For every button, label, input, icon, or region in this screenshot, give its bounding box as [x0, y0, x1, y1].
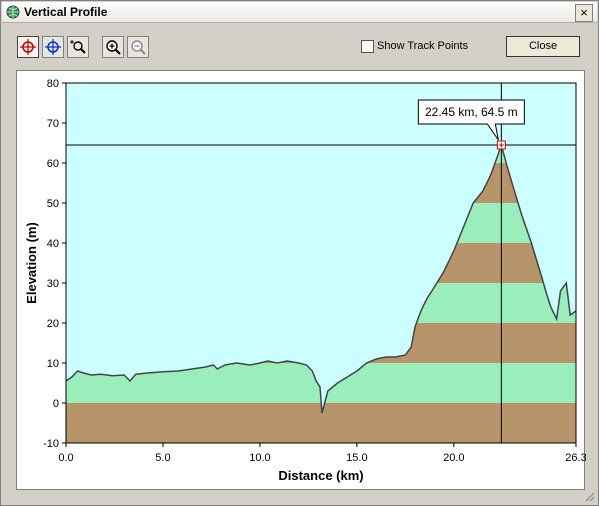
- resize-grip-icon[interactable]: [583, 490, 595, 502]
- y-tick-label: -10: [43, 438, 59, 450]
- y-tick-label: 10: [47, 358, 59, 370]
- title-bar[interactable]: Vertical Profile ×: [2, 2, 597, 23]
- crosshair-red-icon: [20, 39, 36, 55]
- y-tick-label: 50: [47, 198, 59, 210]
- elevation-profile-chart[interactable]: -10 0 10 20 30 40 50 60 70 80 0.0 5.0 10.0 15.0 20.0 26…: [17, 71, 586, 491]
- zoom-out-icon: [131, 40, 146, 55]
- zoom-region-icon: [70, 40, 86, 54]
- x-tick-label: 0.0: [58, 452, 73, 464]
- crosshair-blue-icon: [45, 39, 61, 55]
- zoom-in-button[interactable]: [102, 36, 124, 58]
- crosshair-red-tool-button[interactable]: [17, 36, 39, 58]
- show-track-points-checkbox[interactable]: [361, 40, 374, 53]
- y-tick-label: 40: [47, 238, 59, 250]
- x-tick-label: 20.0: [443, 452, 464, 464]
- app-globe-icon: [6, 5, 20, 19]
- show-track-points-label: Show Track Points: [377, 40, 469, 52]
- y-axis-label: Elevation (m): [24, 222, 39, 304]
- close-button[interactable]: Close: [506, 36, 580, 57]
- x-tick-label: 10.0: [249, 452, 270, 464]
- x-tick-label: 15.0: [346, 452, 367, 464]
- y-tick-label: 30: [47, 278, 59, 290]
- window-close-button[interactable]: ×: [575, 4, 593, 22]
- y-tick-label: 0: [53, 398, 59, 410]
- x-tick-label: 26.3: [565, 452, 586, 464]
- crosshair-blue-tool-button[interactable]: [42, 36, 64, 58]
- y-tick-label: 60: [47, 158, 59, 170]
- y-tick-label: 20: [47, 318, 59, 330]
- window-title: Vertical Profile: [24, 5, 108, 19]
- zoom-region-tool-button[interactable]: [67, 36, 89, 58]
- zoom-in-icon: [106, 40, 121, 55]
- x-tick-label: 5.0: [155, 452, 170, 464]
- profile-chart-panel: -10 0 10 20 30 40 50 60 70 80 0.0 5.0 10.0 15.0 20.0 26…: [16, 70, 586, 491]
- cursor-marker-cross: [498, 142, 504, 148]
- x-axis-label: Distance (km): [278, 468, 363, 483]
- cursor-callout: [417, 99, 525, 141]
- plot-border: [65, 82, 577, 444]
- zoom-out-button[interactable]: [127, 36, 149, 58]
- elevation-profile-line: [65, 142, 577, 414]
- y-tick-label: 70: [47, 118, 59, 130]
- cursor-callout-text: 22.45 km, 64.5 m: [425, 105, 518, 119]
- y-tick-label: 80: [47, 78, 59, 90]
